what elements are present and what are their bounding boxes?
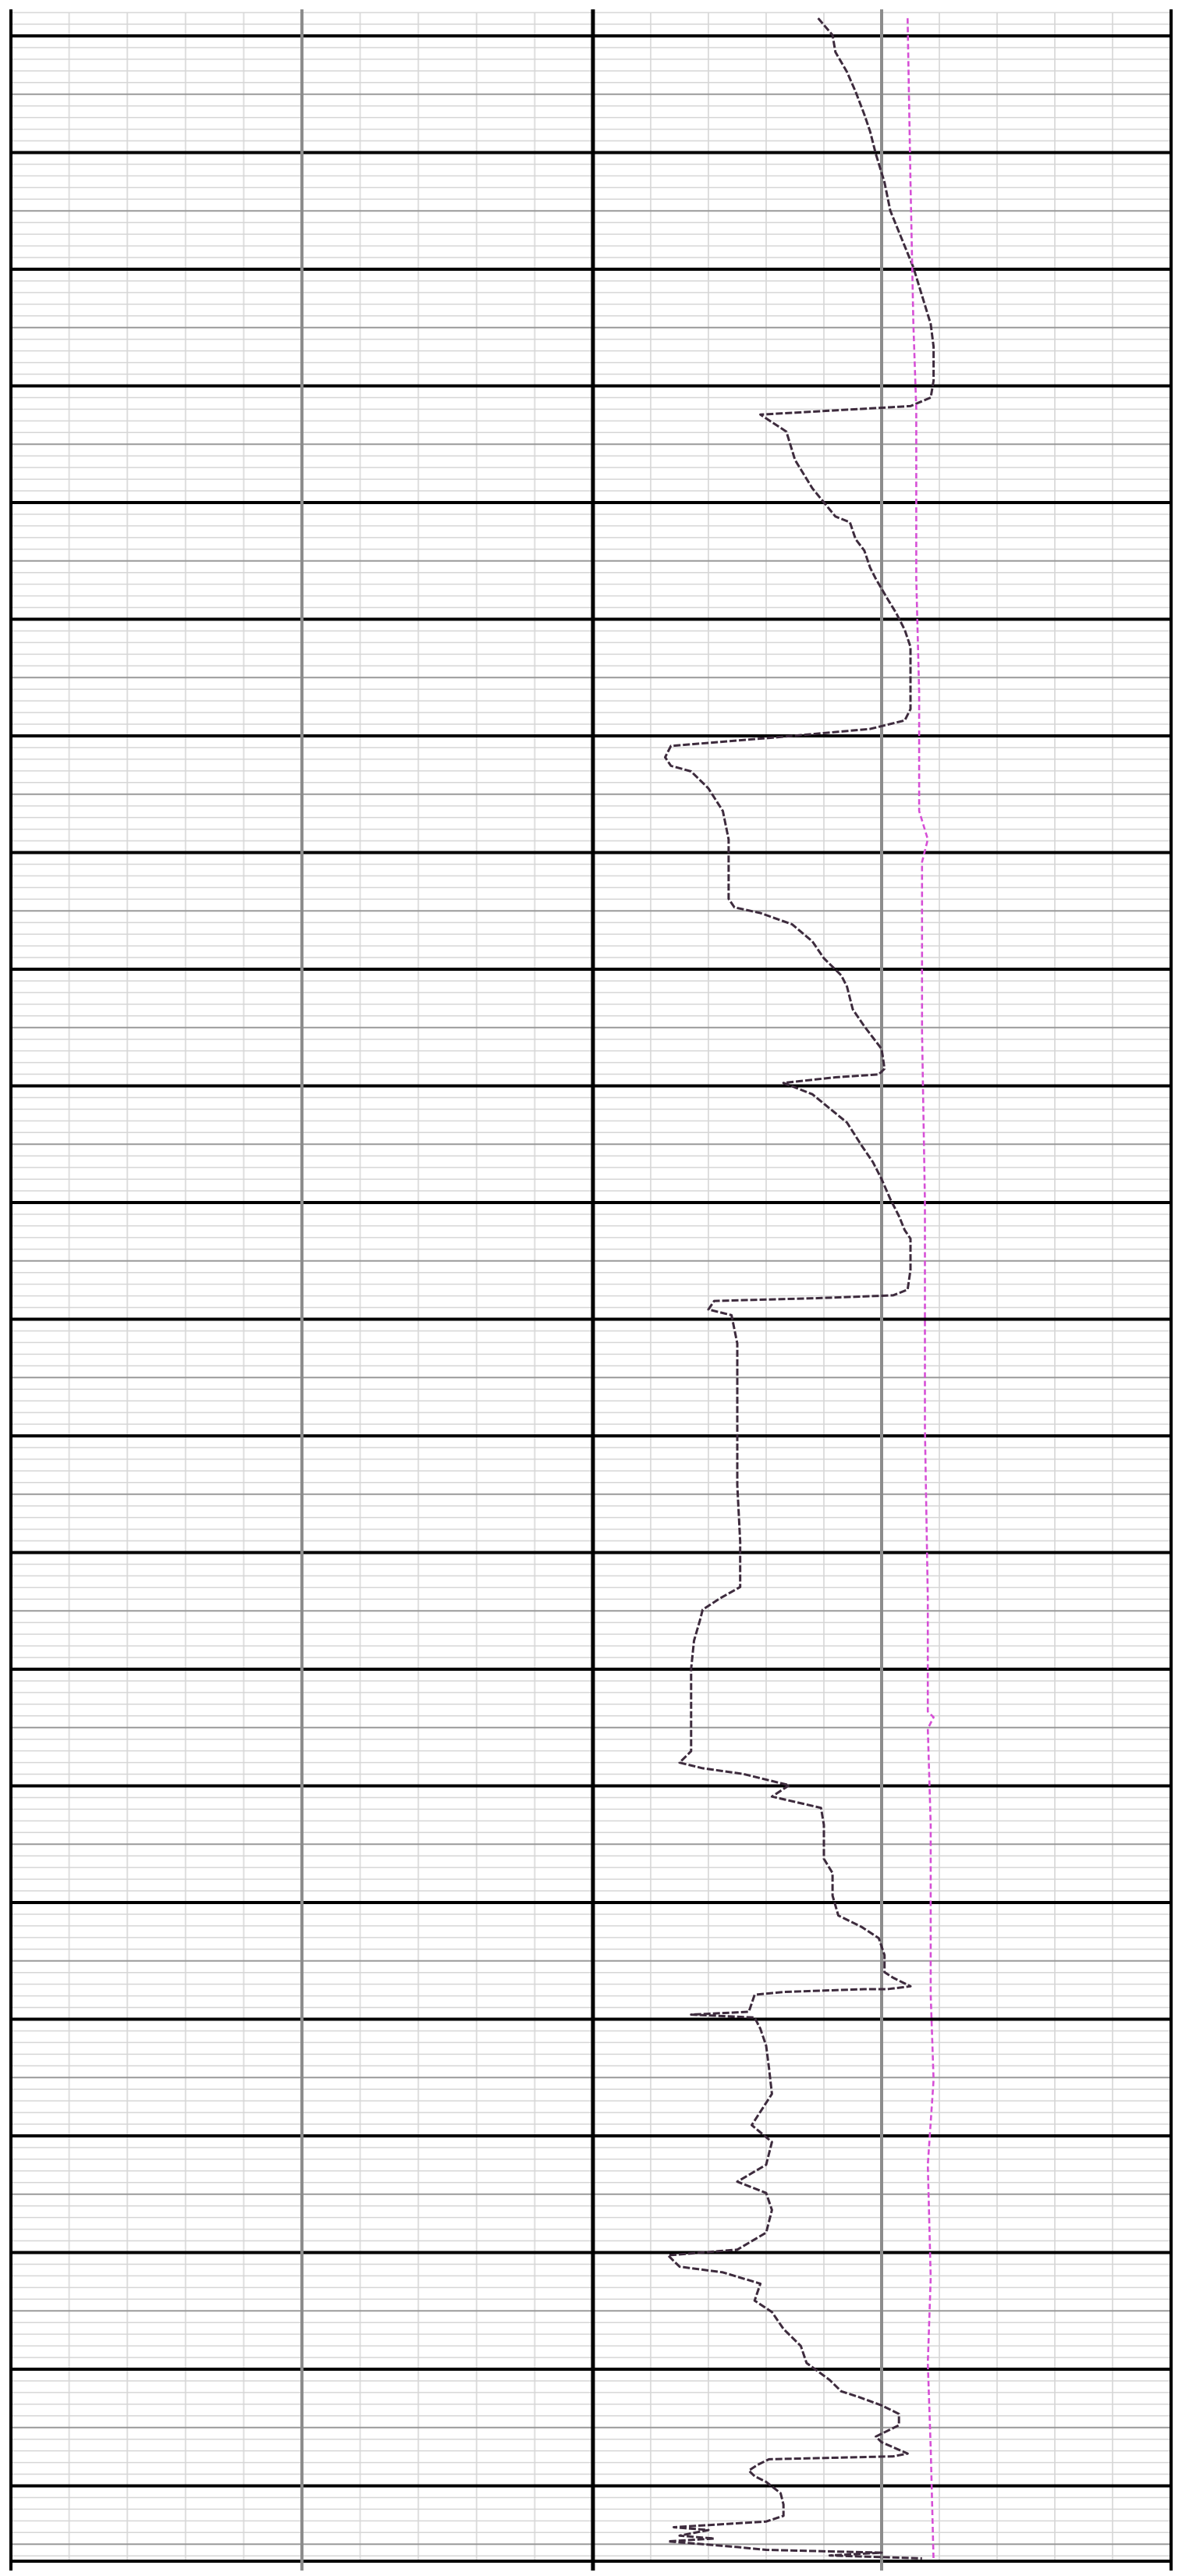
series-layer [664, 17, 935, 2562]
mid-vertical-grid [300, 9, 883, 2571]
series-curve-line [664, 17, 935, 2560]
major-vertical-grid [9, 9, 1173, 2571]
series-reference-line [907, 18, 935, 2562]
